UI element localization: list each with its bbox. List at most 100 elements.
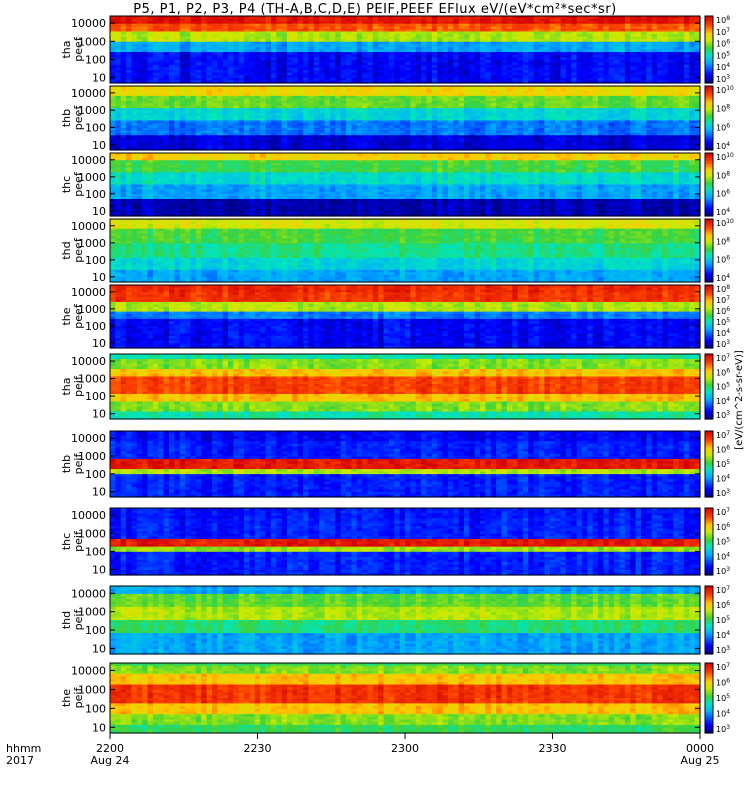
year-axis-label: 2017	[6, 754, 34, 767]
colorbar-tick-label: 104	[716, 141, 730, 151]
colorbar-tick-label: 103	[716, 339, 730, 349]
colorbar-tick-label: 106	[716, 678, 730, 688]
colorbar-tick-label: 106	[716, 255, 730, 265]
y-tick-label: 10000	[71, 154, 106, 167]
colorbar-tick-label: 108	[716, 236, 730, 246]
colorbar-tick-label: 103	[716, 410, 730, 420]
y-tick-label: 10000	[71, 432, 106, 445]
y-tick-label: 10	[92, 408, 106, 421]
colorbar-tick-label: 104	[716, 62, 730, 72]
y-tick-label: 10	[92, 721, 106, 734]
colorbar-tick-label: 104	[716, 207, 730, 217]
y-tick-label: 10	[92, 642, 106, 655]
colorbar: 1010 108 106 104	[705, 152, 734, 217]
y-axis-label: thcpeif	[60, 530, 85, 552]
y-tick-label: 10000	[71, 509, 106, 522]
colorbar-tick-label: 104	[716, 630, 730, 640]
colorbar-tick-label: 106	[716, 189, 730, 199]
y-tick-label: 10	[92, 271, 106, 284]
y-axis-label: thdpeef	[60, 237, 85, 263]
colorbar-tick-label: 105	[716, 382, 730, 392]
colorbar-tick-label: 105	[716, 537, 730, 547]
colorbar-tick-label: 107	[716, 353, 730, 363]
colorbar-tick-label: 106	[716, 522, 730, 532]
x-tick-date: Aug 25	[681, 754, 720, 767]
colorbar-tick-label: 108	[716, 15, 730, 25]
y-tick-label: 10000	[71, 286, 106, 299]
y-tick-label: 10000	[71, 587, 106, 600]
y-tick-label: 100	[85, 53, 106, 66]
colorbar-tick-label: 104	[716, 474, 730, 484]
colorbar: 1010 108 106 104	[705, 218, 734, 283]
colorbar-tick-label: 104	[716, 396, 730, 406]
y-axis-label: thbpeef	[60, 105, 85, 131]
y-tick-label: 10000	[71, 665, 106, 678]
colorbar-tick-label: 103	[716, 488, 730, 498]
colorbar-units-label: [eV/(cm^2-s-sr-eV)]	[734, 350, 745, 450]
y-axis-label: thapeif	[60, 375, 85, 397]
colorbar-tick-label: 107	[716, 295, 730, 305]
y-tick-label: 100	[85, 624, 106, 637]
colorbar-tick-label: 107	[716, 507, 730, 517]
colorbar-tick-label: 106	[716, 39, 730, 49]
colorbar-tick-label: 107	[716, 585, 730, 595]
colorbar-tick-label: 106	[716, 445, 730, 455]
y-tick-label: 10000	[71, 87, 106, 100]
colorbar-tick-label: 104	[716, 551, 730, 561]
colorbar-tick-label: 103	[716, 566, 730, 576]
y-axis-label: thbpeif	[60, 453, 85, 475]
colorbar-tick-label: 105	[716, 317, 730, 327]
y-tick-label: 10	[92, 72, 106, 85]
colorbar-tick-label: 105	[716, 50, 730, 60]
y-tick-label: 100	[85, 121, 106, 134]
y-tick-label: 100	[85, 390, 106, 403]
y-tick-label: 10000	[71, 220, 106, 233]
y-tick-label: 100	[85, 468, 106, 481]
colorbar-tick-label: 105	[716, 615, 730, 625]
y-tick-label: 100	[85, 254, 106, 267]
x-tick-date: Aug 24	[91, 754, 130, 767]
colorbar-tick-label: 104	[716, 273, 730, 283]
colorbar-tick-label: 104	[716, 328, 730, 338]
colorbar-tick-label: 107	[716, 662, 730, 672]
colorbar-tick-label: 1010	[716, 85, 734, 95]
y-axis-label: thapeef	[60, 36, 85, 62]
colorbar-tick-label: 108	[716, 170, 730, 180]
x-tick-label: 2300	[391, 742, 419, 755]
y-tick-label: 10000	[71, 17, 106, 30]
y-tick-label: 10	[92, 337, 106, 350]
y-tick-label: 10	[92, 139, 106, 152]
y-tick-label: 100	[85, 188, 106, 201]
colorbar-tick-label: 1010	[716, 218, 734, 228]
y-tick-label: 10000	[71, 355, 106, 368]
y-axis-label: thepeif	[60, 687, 85, 709]
colorbar-tick-label: 103	[716, 74, 730, 84]
colorbar-tick-label: 106	[716, 600, 730, 610]
colorbar-tick-label: 105	[716, 693, 730, 703]
colorbar-tick-label: 106	[716, 367, 730, 377]
y-axis-label: thcpeef	[60, 171, 85, 197]
colorbar-tick-label: 107	[716, 430, 730, 440]
x-tick-label: 2330	[539, 742, 567, 755]
y-tick-label: 100	[85, 702, 106, 715]
colorbar-tick-label: 1010	[716, 152, 734, 162]
colorbar-tick-label: 106	[716, 122, 730, 132]
colorbar-tick-label: 108	[716, 284, 730, 294]
x-tick-label: 2230	[244, 742, 272, 755]
colorbar: 107 106 105 104 103	[705, 353, 730, 420]
